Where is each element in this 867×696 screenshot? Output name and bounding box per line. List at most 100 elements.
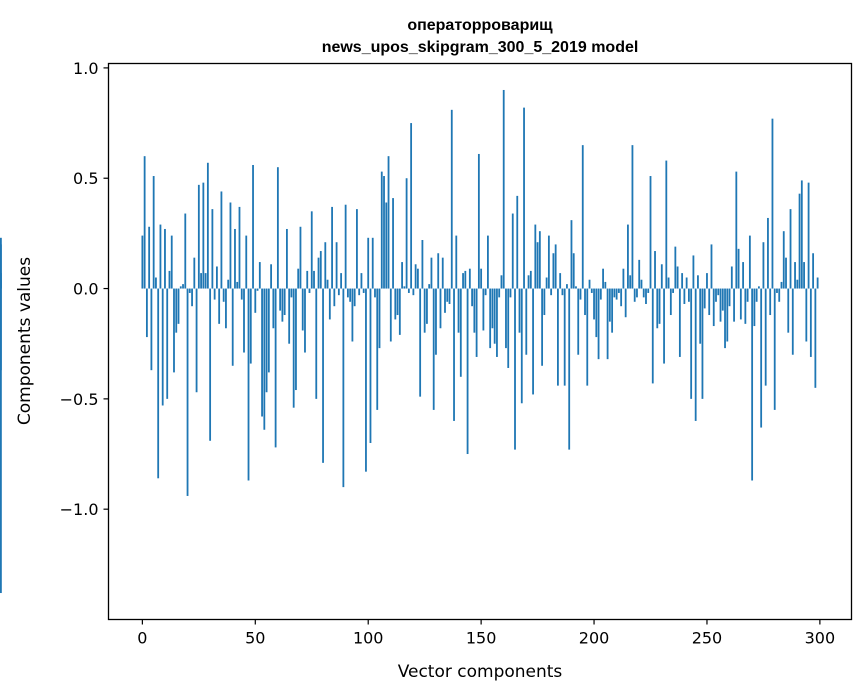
y-tick-label: 1.0 (73, 59, 98, 78)
bar-19 (184, 213, 187, 289)
bar-286 (787, 288, 790, 333)
bar-139 (455, 235, 458, 289)
bar-134 (444, 288, 446, 313)
bar-35 (220, 191, 223, 289)
bar-87 (337, 288, 340, 296)
bar-170 (525, 288, 528, 355)
bar-117 (405, 178, 408, 289)
bar-228 (656, 288, 659, 329)
bar-190 (570, 220, 573, 289)
bar-269 (748, 235, 751, 289)
x-tick-label: 200 (579, 629, 610, 648)
bar-74 (308, 288, 311, 293)
bar-undefined (0, 288, 2, 594)
bar-258 (724, 288, 726, 349)
x-tick-label: 100 (353, 629, 384, 648)
bar-276 (764, 288, 767, 386)
bar-271 (753, 288, 756, 327)
bar-36 (222, 288, 225, 302)
bar-280 (773, 288, 776, 410)
bar-199 (590, 288, 593, 293)
bar-61 (279, 288, 282, 311)
bar-80 (322, 288, 324, 463)
bar-65 (288, 288, 291, 344)
bar-158 (498, 288, 501, 298)
bar-287 (789, 209, 792, 289)
bar-138 (453, 288, 455, 421)
bar-43 (238, 206, 241, 289)
bar-8 (159, 224, 162, 289)
bar-92 (349, 288, 352, 302)
bar-108 (385, 202, 388, 289)
bar-68 (295, 288, 297, 391)
bar-285 (785, 257, 787, 289)
bar-155 (491, 288, 494, 329)
bar-48 (249, 288, 252, 364)
bar-21 (188, 288, 191, 293)
bar-295 (807, 182, 810, 289)
bar-102 (371, 237, 374, 289)
bar-20 (186, 288, 189, 496)
bar-116 (403, 286, 406, 289)
bar-39 (229, 202, 232, 289)
bar-90 (344, 204, 347, 289)
bar-83 (328, 288, 331, 320)
bar-107 (383, 176, 385, 289)
bar-99 (365, 288, 367, 472)
bar-172 (529, 270, 532, 289)
bar-218 (633, 288, 636, 302)
bar-161 (505, 288, 507, 349)
bar-274 (760, 288, 763, 428)
bar-257 (721, 288, 724, 311)
bar-97 (360, 273, 363, 289)
bar-70 (299, 226, 302, 289)
bar-214 (624, 288, 627, 318)
bar-270 (751, 288, 754, 481)
bar-143 (464, 270, 467, 289)
bar-72 (304, 288, 306, 353)
bar-217 (631, 145, 634, 289)
bar-227 (654, 251, 656, 289)
bar-221 (640, 279, 643, 289)
y-axis-ticks: −1.0 −0.5 0.0 0.5 1.0 (60, 59, 109, 519)
bar-298 (814, 288, 817, 388)
bar-245 (694, 288, 697, 421)
bar-171 (527, 275, 530, 289)
bar-103 (374, 288, 376, 298)
bar-165 (514, 288, 516, 450)
bar-299 (816, 277, 819, 289)
bar-41 (234, 228, 236, 289)
bar-200 (593, 288, 595, 320)
bar-undefined (0, 237, 2, 289)
bar-105 (378, 288, 381, 349)
bar-131 (437, 253, 440, 289)
bar-230 (660, 264, 663, 289)
bar-113 (396, 288, 399, 316)
bar-261 (730, 266, 733, 289)
bar-109 (387, 156, 390, 289)
bar-202 (597, 288, 600, 360)
bar-240 (683, 288, 686, 304)
bar-184 (557, 288, 559, 386)
chart-subtitle: news_upos_skipgram_300_5_2019 model (322, 39, 639, 56)
bar-205 (604, 281, 607, 289)
y-tick-label: 0.0 (73, 280, 98, 299)
bar-256 (719, 288, 722, 322)
bar-224 (647, 288, 650, 293)
bar-0 (141, 235, 144, 289)
bar-37 (225, 288, 227, 329)
bar-237 (676, 266, 679, 289)
bar-163 (509, 288, 512, 298)
bar-26 (200, 273, 202, 289)
bar-55 (265, 288, 268, 393)
bar-64 (286, 228, 288, 289)
bar-136 (448, 288, 451, 304)
bar-66 (290, 288, 293, 298)
bar-1 (143, 156, 146, 289)
bar-273 (758, 286, 760, 289)
bar-46 (245, 235, 248, 289)
bar-149 (477, 153, 480, 289)
bar-79 (319, 251, 322, 289)
bar-265 (739, 288, 742, 320)
bar-220 (638, 259, 641, 289)
